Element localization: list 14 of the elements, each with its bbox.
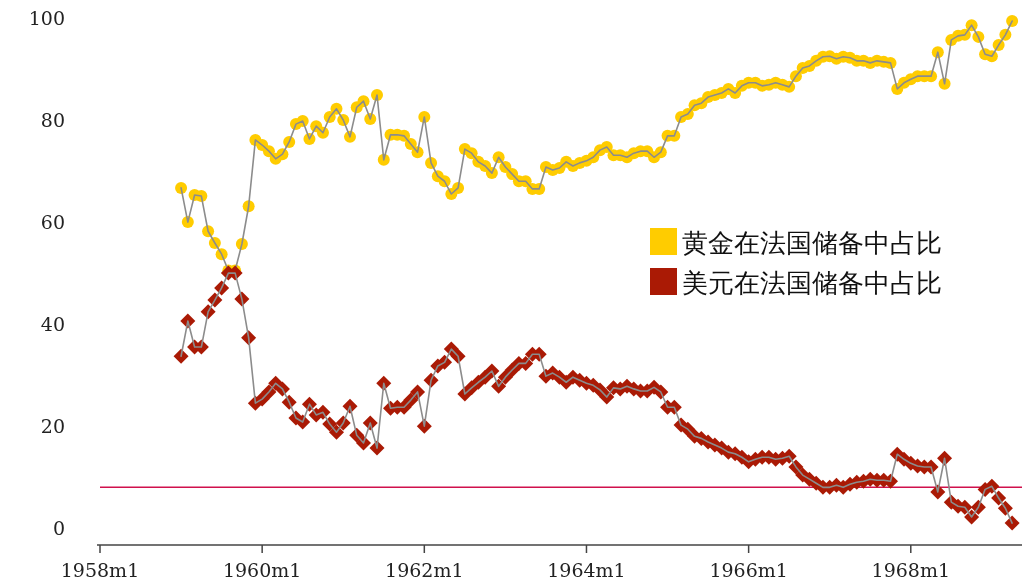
legend-label: 黄金在法国储备中占比 <box>682 228 942 258</box>
x-tick-label: 1964m1 <box>547 559 626 581</box>
x-tick-label: 1958m1 <box>60 559 140 581</box>
y-tick-label: 20 <box>40 415 65 438</box>
y-tick-label: 40 <box>40 313 65 336</box>
x-tick-label: 1960m1 <box>222 559 302 581</box>
y-tick-label: 100 <box>28 7 65 29</box>
y-tick-label: 80 <box>40 109 65 132</box>
x-tick-label: 1966m1 <box>709 559 788 581</box>
y-tick-label: 60 <box>40 211 65 234</box>
x-tick-label: 1962m1 <box>385 559 464 581</box>
y-tick-label: 0 <box>52 517 65 540</box>
legend-label: 美元在法国储备中占比 <box>682 268 942 298</box>
x-tick-label: 1968m1 <box>871 559 951 581</box>
